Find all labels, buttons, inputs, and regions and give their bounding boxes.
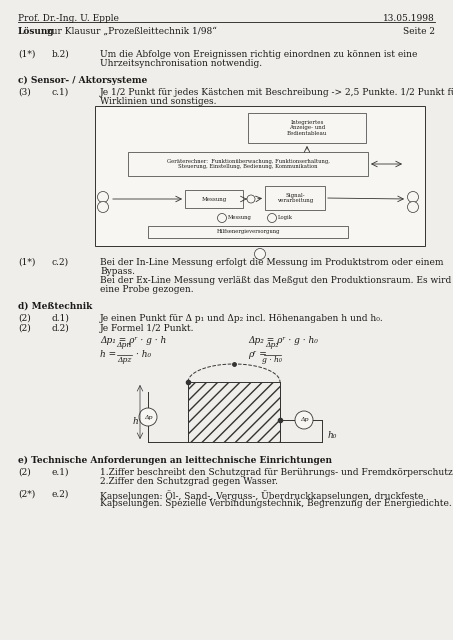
Bar [185,190,243,208]
Text: 1.Ziffer beschreibt den Schutzgrad für Berührungs- und Fremdкörperschutz.: 1.Ziffer beschreibt den Schutzgrad für B… [100,468,453,477]
Text: e.2): e.2) [52,490,69,499]
Text: c.2): c.2) [52,258,69,267]
Text: Je einen Punkt für Δ p₁ und Δp₂ incl. Höhenangaben h und h₀.: Je einen Punkt für Δ p₁ und Δp₂ incl. Hö… [100,314,384,323]
Text: Δp: Δp [300,417,308,422]
Text: (2): (2) [18,324,31,333]
Text: g · h₀: g · h₀ [262,356,282,364]
Text: Seite 2: Seite 2 [403,27,435,36]
Circle shape [295,411,313,429]
Text: 2.Ziffer den Schutzgrad gegen Wasser.: 2.Ziffer den Schutzgrad gegen Wasser. [100,477,278,486]
Bar [128,152,368,176]
Circle shape [97,202,109,212]
Text: zur Klausur „Prozeßleittechnik 1/98“: zur Klausur „Prozeßleittechnik 1/98“ [44,27,217,36]
Text: Bei der Ex-Line Messung verläßt das Meßgut den Produktionsraum. Es wird z.B.: Bei der Ex-Line Messung verläßt das Meßg… [100,276,453,285]
Bar [148,226,348,238]
Text: (3): (3) [18,88,31,97]
Bar [248,113,366,143]
Circle shape [408,202,419,212]
Text: (1*): (1*) [18,258,35,267]
Text: e.1): e.1) [52,468,69,477]
Text: Je 1/2 Punkt für jedes Kästchen mit Beschreibung -> 2,5 Punkte. 1/2 Punkt für: Je 1/2 Punkt für jedes Kästchen mit Besc… [100,88,453,97]
Text: (2): (2) [18,314,31,323]
Text: Δp: Δp [144,415,152,419]
Circle shape [97,191,109,202]
Text: Logik: Logik [278,216,293,221]
Text: Lösung: Lösung [18,27,55,36]
Text: Bei der In-Line Messung erfolgt die Messung im Produktstrom oder einem: Bei der In-Line Messung erfolgt die Mess… [100,258,443,267]
Text: h: h [132,417,138,426]
Text: Bypass.: Bypass. [100,267,135,276]
Text: h =: h = [100,350,116,359]
Circle shape [268,214,276,223]
Text: d.2): d.2) [52,324,70,333]
Text: Geräterechner:  Funktionüberwachung, Funktionserhaltung,
Steuerung, Einstellung,: Geräterechner: Funktionüberwachung, Funk… [167,159,329,170]
Text: ρʳ =: ρʳ = [248,350,267,359]
Text: e) Technische Anforderungen an leittechnische Einrichtungen: e) Technische Anforderungen an leittechn… [18,456,332,465]
Text: · h₀: · h₀ [136,350,151,359]
Text: b.2): b.2) [52,50,70,59]
Text: 13.05.1998: 13.05.1998 [383,14,435,23]
Circle shape [217,214,226,223]
Text: Signal-
verarbeitung: Signal- verarbeitung [277,193,313,204]
Text: Hilfsenergieversorgung: Hilfsenergieversorgung [216,230,280,234]
Text: c.1): c.1) [52,88,69,97]
Text: Wirklinien und sonstiges.: Wirklinien und sonstiges. [100,97,217,106]
Text: Messung: Messung [202,196,226,202]
Text: Δpz: Δpz [117,356,131,364]
Text: eine Probe gezogen.: eine Probe gezogen. [100,285,193,294]
Bar [95,106,425,246]
Text: Um die Abfolge von Ereignissen richtig einordnen zu können ist eine: Um die Abfolge von Ereignissen richtig e… [100,50,417,59]
Circle shape [408,191,419,202]
Text: Kapselungen: Öl-, Sand-, Verguss-, Überdruckkapselungen, druckfeste: Kapselungen: Öl-, Sand-, Verguss-, Überd… [100,490,424,501]
Text: Δp₁ = ρʳ · g · h: Δp₁ = ρʳ · g · h [100,336,166,345]
Text: h₀: h₀ [328,431,337,440]
Circle shape [139,408,157,426]
Text: c) Sensor- / Aktorsysteme: c) Sensor- / Aktorsysteme [18,76,147,85]
Bar [265,186,325,210]
Text: Uhrzeitsynchronisation notwendig.: Uhrzeitsynchronisation notwendig. [100,59,262,68]
Text: Je Formel 1/2 Punkt.: Je Formel 1/2 Punkt. [100,324,194,333]
Text: Integriertes
Anzeige- und
Bedientableau: Integriertes Anzeige- und Bedientableau [287,120,327,136]
Text: Kapselungen. Spezielle Verbindungstechnik, Begrenzung der Energiedichte.: Kapselungen. Spezielle Verbindungstechni… [100,499,452,508]
Text: (2*): (2*) [18,490,35,499]
Circle shape [255,248,265,259]
Bar [188,382,280,442]
Text: (2): (2) [18,468,31,477]
Text: Δp₂: Δp₂ [265,341,279,349]
Text: Prof. Dr.-Ing. U. Epple: Prof. Dr.-Ing. U. Epple [18,14,119,23]
Circle shape [247,195,255,203]
Text: Messung: Messung [228,216,252,221]
Text: (1*): (1*) [18,50,35,59]
Text: Δp₂ = ρʳ · g · h₀: Δp₂ = ρʳ · g · h₀ [248,336,318,345]
Text: Δpn: Δpn [116,341,132,349]
Text: d) Meßtechnik: d) Meßtechnik [18,302,92,311]
Text: d.1): d.1) [52,314,70,323]
